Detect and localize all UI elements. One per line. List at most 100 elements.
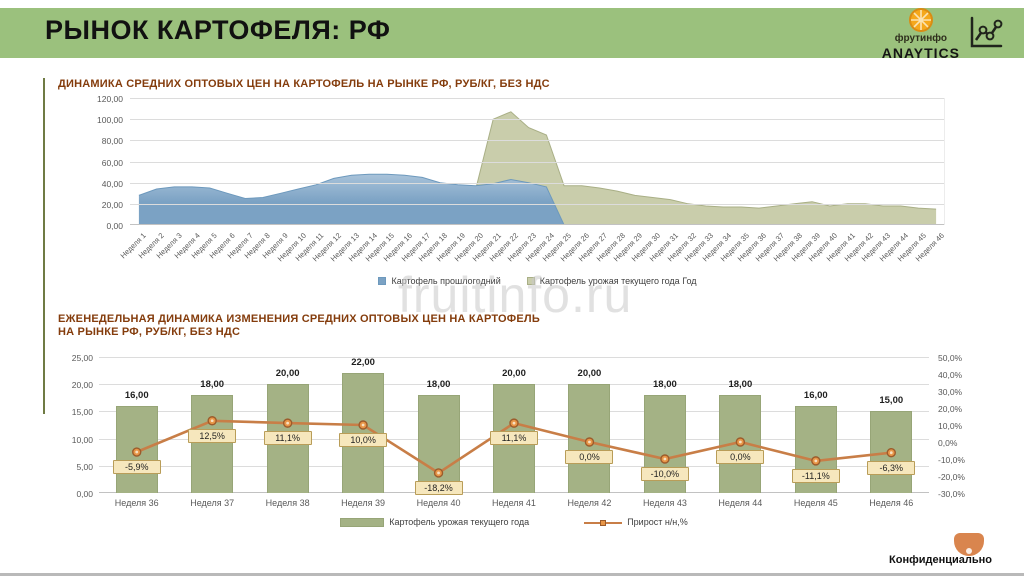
x-tick-label: Неделя 43	[642, 498, 687, 508]
y-tick-label: 60,00	[101, 157, 123, 168]
left-tick-label: 5,00	[76, 461, 93, 472]
growth-value-label: -6,3%	[867, 460, 916, 475]
x-tick-label: Неделя 40	[416, 498, 461, 508]
chart2-legend: Картофель урожая текущего года Прирост н/…	[99, 517, 929, 527]
legend-item: Картофель прошлогодний	[378, 276, 501, 286]
bar-value-label: 22,00	[351, 357, 375, 369]
left-tick-label: 0,00	[76, 489, 93, 499]
confidential-icon	[954, 533, 984, 556]
growth-value-label: 10,0%	[339, 433, 388, 447]
x-tick-label: Неделя 37	[190, 498, 235, 508]
chart1-y-axis: 120,00 100,00 80,00 60,00 40,00 20,00 0,00	[84, 94, 126, 231]
chart2-plot-area: 16,00 18,00 20,00 22,00 18,00 20,00 20,00 18,00…	[99, 357, 929, 495]
growth-value-label: -18,2%	[414, 480, 463, 495]
left-tick-label: 10,00	[71, 434, 93, 445]
chart1-series-svg	[138, 111, 937, 225]
left-accent-line	[43, 78, 45, 414]
bar	[191, 395, 234, 493]
legend-swatch	[378, 277, 387, 285]
left-tick-label: 25,00	[71, 353, 93, 363]
gridline	[130, 182, 944, 184]
bar-value-label: 18,00	[426, 379, 451, 391]
slide-bottom-edge	[0, 573, 1024, 576]
chart1-x-axis: Неделя 1 Неделя 2 Неделя 3 Неделя 4 Неделя 5…	[119, 227, 946, 277]
chart2-left-axis: 25,00 20,00 15,00 10,00 5,00 0,00	[56, 353, 96, 499]
growth-value-label: 11,1%	[263, 431, 312, 446]
right-tick-label: -10,0%	[938, 455, 965, 465]
growth-value-label: -11,1%	[791, 468, 840, 483]
growth-value-label: 0,0%	[565, 450, 614, 464]
growth-value-label: -5,9%	[112, 460, 161, 475]
gridline	[99, 357, 929, 358]
left-tick-label: 15,00	[71, 407, 93, 418]
header-band: РЫНОК КАРТОФЕЛЯ: РФ фрутинфо ANAYTICS	[0, 7, 1024, 60]
bar-value-label: 18,00	[728, 379, 753, 391]
logo-text-block: фрутинфо ANAYTICS	[882, 7, 960, 60]
line-chart-icon	[966, 15, 1004, 51]
page-title: РЫНОК КАРТОФЕЛЯ: РФ	[45, 15, 391, 45]
chart2-title-line2: НА РЫНКЕ РФ, РУБ/КГ, БЕЗ НДС	[58, 326, 241, 338]
gridline	[130, 203, 944, 205]
bar-value-label: 20,00	[275, 368, 300, 380]
chart1-plot-area	[130, 98, 945, 225]
growth-value-label: 12,5%	[188, 428, 237, 443]
chart2-x-axis: Неделя 36 Неделя 37 Неделя 38 Неделя 39 Неде…	[99, 498, 929, 512]
orange-slice-icon	[908, 7, 934, 33]
x-tick-label: Неделя 39	[341, 498, 386, 508]
chart2-right-axis: 50,0% 40,0% 30,0% 20,0% 10,0% 0,0% -10,0% -20,0…	[938, 353, 990, 499]
confidential-label: Конфиденциально	[889, 554, 992, 566]
confidential-icon-dot	[966, 548, 972, 554]
right-tick-label: -20,0%	[938, 472, 965, 482]
right-tick-label: 30,0%	[938, 387, 963, 397]
growth-value-label: 0,0%	[716, 450, 765, 464]
legend-bar-swatch	[340, 517, 385, 527]
legend-swatch	[526, 277, 535, 285]
right-tick-label: 20,0%	[938, 404, 963, 414]
legend-line-marker	[600, 519, 607, 526]
growth-line	[136, 419, 892, 475]
bar-value-label: 16,00	[803, 389, 828, 401]
right-tick-label: 0,0%	[938, 438, 958, 448]
x-tick-label: Неделя 38	[265, 498, 310, 508]
gridline	[130, 140, 944, 142]
right-tick-label: -30,0%	[938, 489, 965, 499]
x-tick-label: Неделя 36	[114, 498, 159, 508]
legend-item: Картофель урожая текущего года Год	[526, 276, 697, 286]
legend-label: Картофель урожая текущего года Год	[539, 276, 697, 286]
series-area	[138, 174, 565, 225]
growth-value-label: 11,1%	[490, 431, 538, 446]
y-tick-label: 20,00	[101, 199, 123, 210]
legend-item-line: Прирост н/н,%	[584, 517, 688, 527]
growth-value-label: -10,0%	[640, 467, 689, 481]
gridline	[130, 98, 944, 99]
x-tick-label: Неделя 44	[718, 498, 763, 508]
gridline	[130, 161, 944, 163]
x-tick-label: Неделя 42	[567, 498, 612, 508]
bar-value-label: 18,00	[200, 379, 225, 391]
bar-value-label: 20,00	[577, 368, 602, 380]
gridline	[130, 119, 944, 121]
bar-value-label: 16,00	[124, 389, 149, 401]
right-tick-label: 10,0%	[938, 421, 963, 431]
legend-label: Прирост н/н,%	[627, 517, 688, 527]
y-tick-label: 0,00	[106, 221, 123, 231]
bar-value-label: 15,00	[879, 395, 904, 407]
x-tick-label: Неделя 45	[793, 498, 838, 508]
chart2-title-line1: ЕЖЕНЕДЕЛЬНАЯ ДИНАМИКА ИЗМЕНЕНИЯ СРЕДНИХ …	[58, 313, 540, 325]
chart2-title: ЕЖЕНЕДЕЛЬНАЯ ДИНАМИКА ИЗМЕНЕНИЯ СРЕДНИХ …	[58, 313, 698, 339]
logo-brand-text: фрутинфо	[894, 32, 947, 44]
left-tick-label: 20,00	[71, 380, 93, 391]
right-tick-label: 50,0%	[938, 353, 963, 363]
legend-item-bars: Картофель урожая текущего года	[340, 517, 529, 527]
legend-label: Картофель прошлогодний	[391, 276, 501, 286]
growth-line-svg	[132, 416, 896, 478]
series-area	[475, 111, 937, 225]
chart1-legend: Картофель прошлогодний Картофель урожая т…	[130, 276, 945, 286]
y-tick-label: 80,00	[101, 136, 123, 147]
y-tick-label: 40,00	[101, 178, 123, 189]
y-tick-label: 120,00	[97, 94, 123, 104]
bar-value-label: 20,00	[502, 368, 526, 380]
legend-label: Картофель урожая текущего года	[389, 517, 530, 527]
right-tick-label: 40,0%	[938, 370, 963, 380]
